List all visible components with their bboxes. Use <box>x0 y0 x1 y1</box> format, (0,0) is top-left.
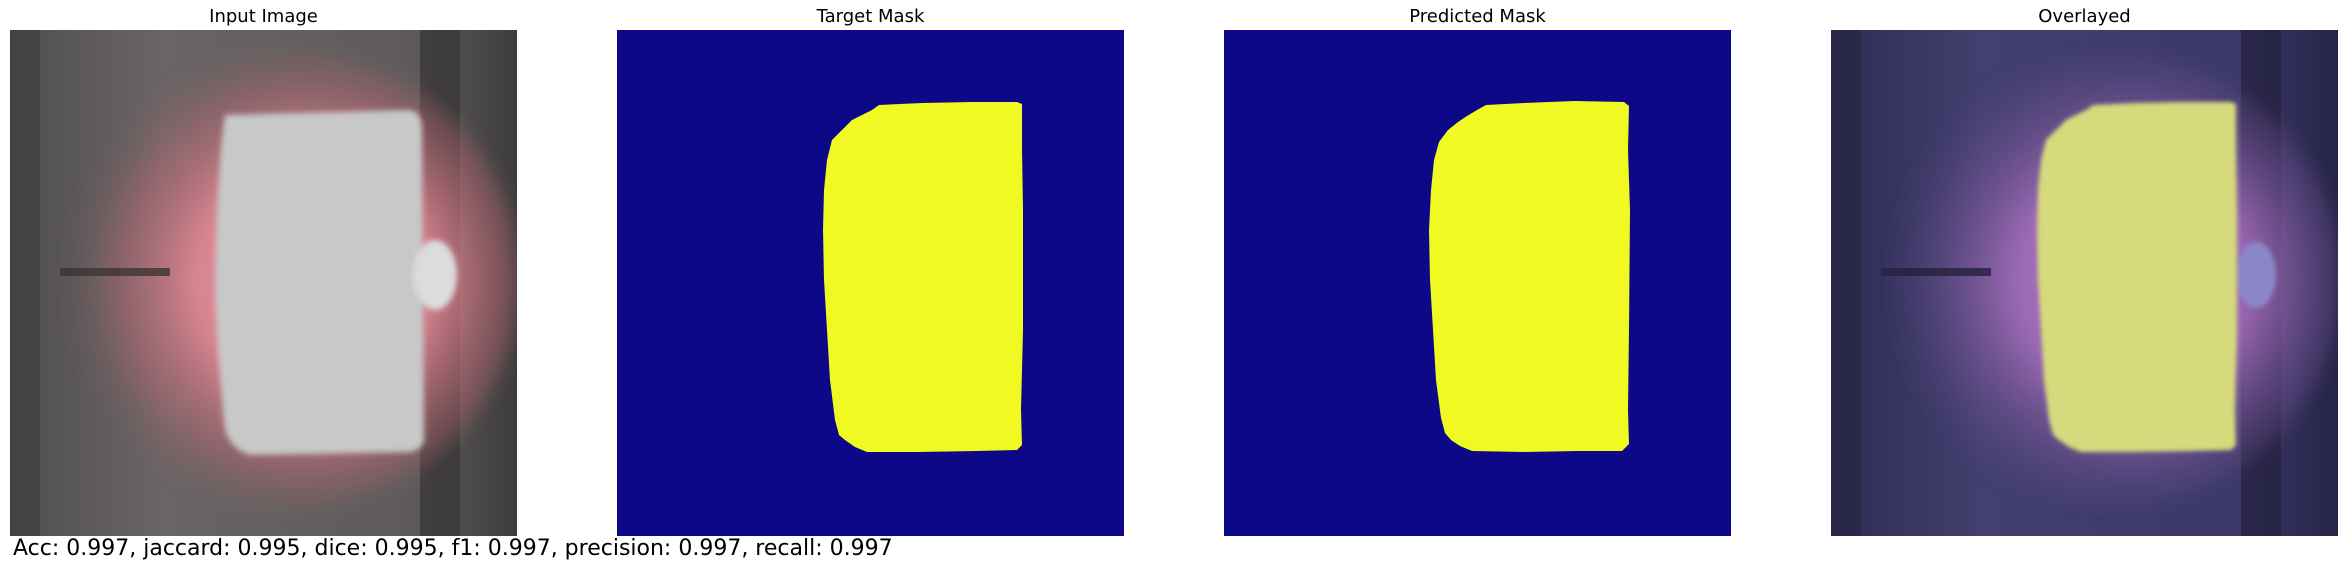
predicted-mask-panel <box>1224 30 1731 536</box>
target-mask-panel <box>617 30 1124 536</box>
target-mask-title: Target Mask <box>816 6 925 27</box>
overlayed-title: Overlayed <box>2038 6 2131 27</box>
overlayed-image <box>1831 30 2338 536</box>
predicted-mask-title: Predicted Mask <box>1409 6 1546 27</box>
input-image-title: Input Image <box>209 6 318 27</box>
predicted-mask <box>1224 30 1731 536</box>
input-image <box>10 30 517 536</box>
metrics-summary: Acc: 0.997, jaccard: 0.995, dice: 0.995,… <box>13 536 893 561</box>
target-mask <box>617 30 1124 536</box>
overlayed-panel <box>1831 30 2338 536</box>
input-image-panel <box>10 30 517 536</box>
